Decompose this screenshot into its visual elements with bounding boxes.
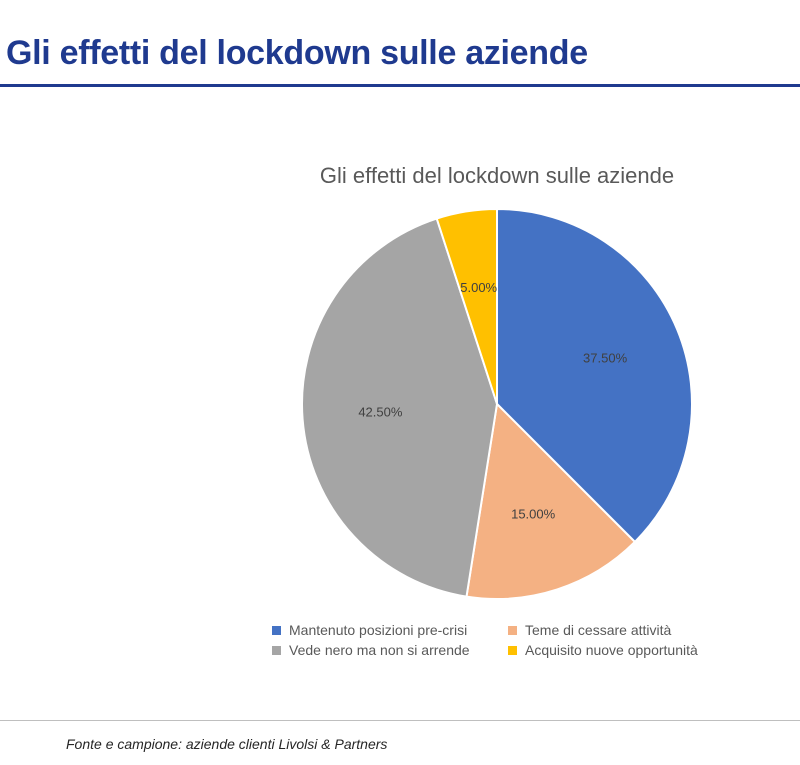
legend-label: Acquisito nuove opportunità <box>525 642 698 658</box>
pie-slice-0 <box>496 207 693 544</box>
source-note: Fonte e campione: aziende clienti Livols… <box>66 736 388 752</box>
chart-title: Gli effetti del lockdown sulle aziende <box>320 163 674 188</box>
chart-legend: Mantenuto posizioni pre-crisi Teme di ce… <box>272 620 742 660</box>
title-divider <box>0 84 800 87</box>
pie-slice-3 <box>435 207 498 405</box>
legend-label: Mantenuto posizioni pre-crisi <box>289 622 468 638</box>
pie-slices <box>301 207 693 600</box>
pie-slice-1 <box>465 401 637 600</box>
footer-divider <box>0 720 800 721</box>
legend-row: Mantenuto posizioni pre-crisi Teme di ce… <box>272 620 742 640</box>
slice-value-label-1: 15.00% <box>511 507 556 522</box>
legend-item-mantenuto: Mantenuto posizioni pre-crisi <box>272 622 508 638</box>
slice-value-label-2: 42.50% <box>358 405 403 420</box>
legend-label: Vede nero ma non si arrende <box>289 642 470 658</box>
pie-slice-2 <box>301 217 499 598</box>
legend-item-vede-nero: Vede nero ma non si arrende <box>272 642 508 658</box>
slice-value-label-3: 5.00% <box>460 280 497 295</box>
legend-item-acquisito: Acquisito nuove opportunità <box>508 642 698 658</box>
legend-item-teme: Teme di cessare attività <box>508 622 671 638</box>
slice-value-label-0: 37.50% <box>583 351 628 366</box>
pie-labels: 37.50% 15.00% 42.50% 5.00% <box>358 280 627 522</box>
legend-swatch <box>508 625 517 635</box>
legend-swatch <box>272 645 281 655</box>
legend-label: Teme di cessare attività <box>525 622 672 638</box>
legend-row: Vede nero ma non si arrende Acquisito nu… <box>272 640 742 660</box>
legend-swatch <box>508 645 517 655</box>
page-title: Gli effetti del lockdown sulle aziende <box>6 34 588 72</box>
legend-swatch <box>272 625 281 635</box>
pie-chart: Gli effetti del lockdown sulle aziende 3… <box>301 163 693 600</box>
